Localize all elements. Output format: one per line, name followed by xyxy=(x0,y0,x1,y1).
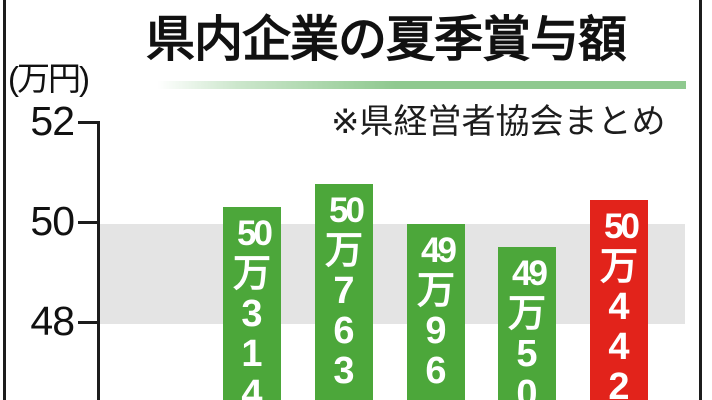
source-note: ※県経営者協会まとめ xyxy=(331,103,666,141)
bar-4: 49 万 5 0 xyxy=(498,247,556,400)
bar-3: 49 万 9 6 xyxy=(407,224,465,400)
bar-5-label-line: 4 xyxy=(608,326,630,368)
y-tick-mark-50 xyxy=(78,221,100,224)
bar-2-label-line: 3 xyxy=(333,350,355,392)
bar-1-label-line: 3 xyxy=(241,293,263,335)
bar-3-label-line: 万 xyxy=(416,270,455,312)
y-tick-label-50: 50 xyxy=(30,198,75,244)
bar-2-label-line: 万 xyxy=(324,230,363,272)
bar-3-label-line: 49 xyxy=(421,231,457,270)
bar-2-label-line: 7 xyxy=(333,270,355,312)
bar-5-label-line: 2 xyxy=(608,366,630,400)
page-title: 県内企業の夏季賞与額 xyxy=(146,13,627,67)
left-frame-line xyxy=(3,0,6,400)
bar-2: 50 万 7 6 3 xyxy=(315,184,373,400)
bar-4-label-line: 万 xyxy=(507,293,546,335)
bar-1-label-line: 4 xyxy=(241,373,263,400)
bar-1-label-line: 1 xyxy=(241,333,263,375)
y-tick-label-48: 48 xyxy=(30,298,75,344)
right-frame-line xyxy=(699,0,702,400)
bar-5: 50 万 4 4 2 xyxy=(590,200,648,400)
y-tick-mark-48 xyxy=(78,321,100,324)
bar-5-label-line: 50 xyxy=(604,207,640,246)
y-tick-mark-52 xyxy=(78,121,100,124)
bar-5-label-line: 4 xyxy=(608,286,630,328)
bar-3-label-line: 9 xyxy=(425,310,447,352)
bar-4-label-line: 49 xyxy=(512,254,548,293)
bar-2-label-line: 50 xyxy=(329,191,365,230)
bar-3-label-line: 6 xyxy=(425,350,447,392)
bar-2-label-line: 6 xyxy=(333,310,355,352)
highlight-band-48-50 xyxy=(100,224,685,324)
y-axis-unit-label: (万円) xyxy=(8,60,90,97)
bar-4-label-line: 0 xyxy=(516,373,538,400)
bar-5-label-line: 万 xyxy=(599,246,638,288)
bar-1-label-line: 万 xyxy=(232,253,271,295)
y-axis-line xyxy=(97,121,100,400)
bar-1: 50 万 3 1 4 xyxy=(223,207,281,400)
bar-4-label-line: 5 xyxy=(516,333,538,375)
bar-1-label-line: 50 xyxy=(237,214,273,253)
title-underline-bar xyxy=(157,81,686,89)
y-tick-label-52: 52 xyxy=(30,98,75,144)
